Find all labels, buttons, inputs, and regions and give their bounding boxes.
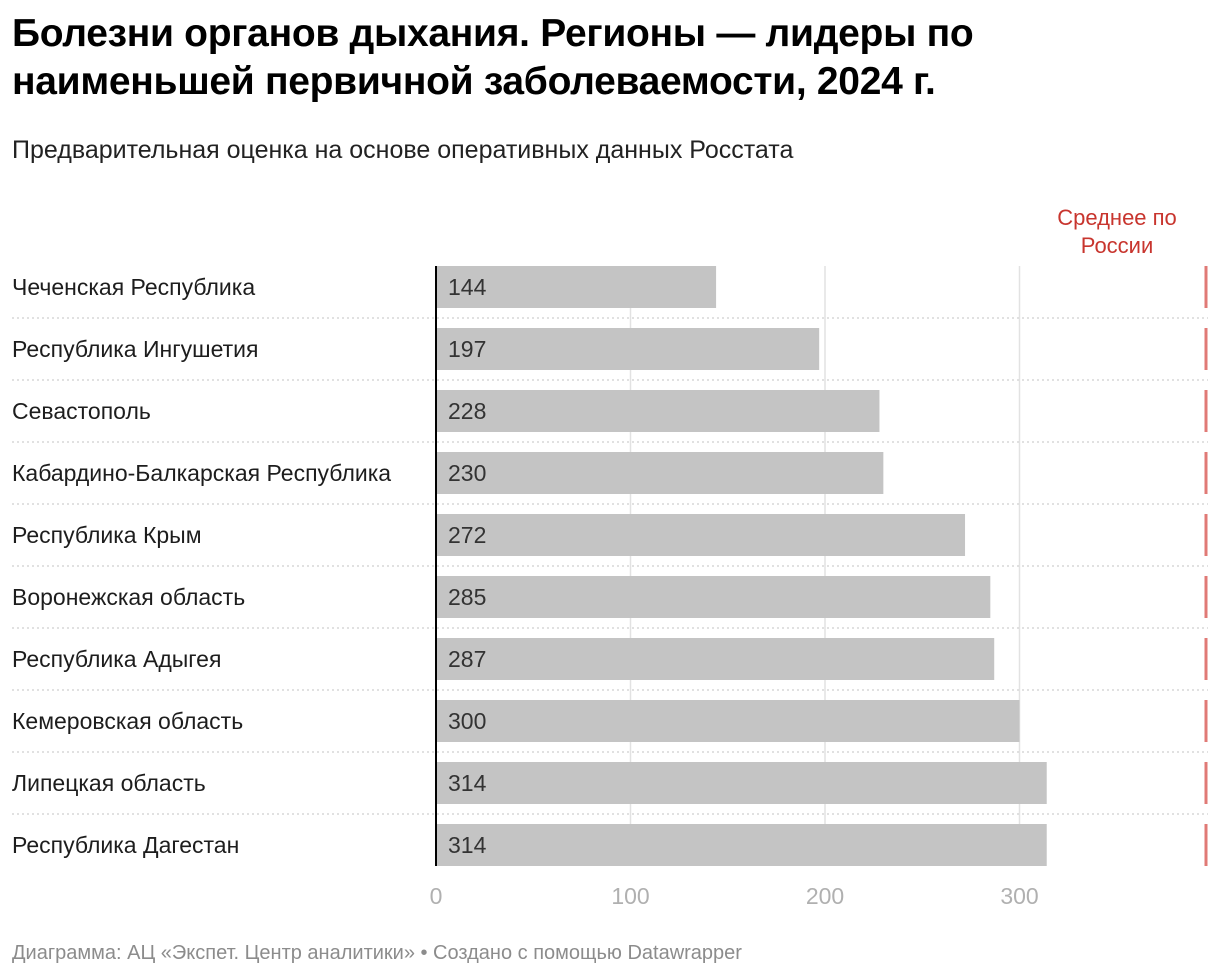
bar-chart: 144 Чеченская Республика 197 Республика Инг… bbox=[0, 190, 1220, 910]
bar-value-label: 230 bbox=[448, 460, 486, 486]
x-tick-label: 200 bbox=[806, 883, 844, 909]
category-label: Чеченская Республика bbox=[12, 274, 255, 300]
bar-value-label: 197 bbox=[448, 336, 486, 362]
chart-title: Болезни органов дыхания. Регионы — лидер… bbox=[12, 12, 974, 103]
category-label: Кемеровская область bbox=[12, 708, 243, 734]
reference-line-label: России bbox=[1081, 233, 1154, 258]
bar-value-label: 300 bbox=[448, 708, 486, 734]
category-label: Севастополь bbox=[12, 398, 151, 424]
bar-value-label: 144 bbox=[448, 274, 487, 300]
bar bbox=[436, 576, 991, 618]
chart-credit: Диаграмма: АЦ «Экспет. Центр аналитики» … bbox=[12, 942, 742, 964]
bar bbox=[436, 452, 884, 494]
bar-value-label: 285 bbox=[448, 584, 486, 610]
bar bbox=[436, 762, 1047, 804]
bar bbox=[436, 390, 880, 432]
bar bbox=[436, 638, 995, 680]
bar bbox=[436, 824, 1047, 866]
bar-value-label: 314 bbox=[448, 832, 487, 858]
bar-value-label: 272 bbox=[448, 522, 486, 548]
bar-value-label: 314 bbox=[448, 770, 487, 796]
x-tick-label: 100 bbox=[611, 883, 649, 909]
bar-value-label: 228 bbox=[448, 398, 486, 424]
bar bbox=[436, 266, 717, 308]
reference-line-label: Среднее по bbox=[1057, 205, 1177, 230]
category-label: Липецкая область bbox=[12, 770, 206, 796]
category-label: Республика Адыгея bbox=[12, 646, 221, 672]
bar bbox=[436, 328, 820, 370]
x-tick-label: 0 bbox=[430, 883, 443, 909]
bar-chart-svg: 144 Чеченская Республика 197 Республика Инг… bbox=[12, 205, 1208, 909]
category-label: Республика Крым bbox=[12, 522, 202, 548]
bar bbox=[436, 700, 1020, 742]
chart-subtitle: Предварительная оценка на основе операти… bbox=[12, 136, 794, 164]
category-label: Воронежская область bbox=[12, 584, 245, 610]
category-label: Республика Дагестан bbox=[12, 832, 239, 858]
bar-value-label: 287 bbox=[448, 646, 486, 672]
x-tick-label: 300 bbox=[1000, 883, 1038, 909]
category-label: Республика Ингушетия bbox=[12, 336, 258, 362]
category-label: Кабардино-Балкарская Республика bbox=[12, 460, 391, 486]
bar bbox=[436, 514, 966, 556]
